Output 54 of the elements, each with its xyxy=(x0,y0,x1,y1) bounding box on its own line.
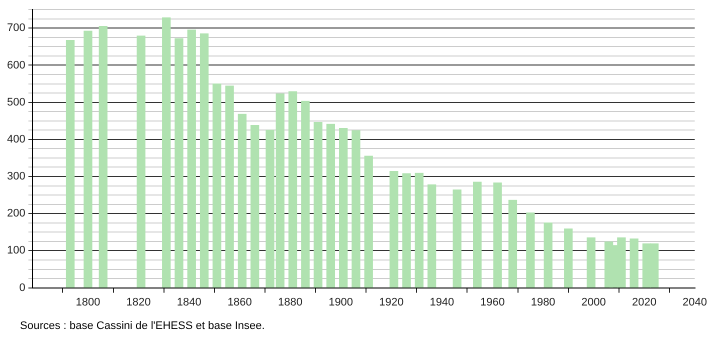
bar xyxy=(238,114,247,288)
bar xyxy=(508,200,518,288)
bar xyxy=(200,33,209,288)
bar xyxy=(414,172,424,288)
x-tick-label: 1880 xyxy=(278,296,302,308)
bar xyxy=(225,86,234,288)
bar xyxy=(174,38,184,288)
x-tick-label: 1820 xyxy=(126,296,151,308)
bar xyxy=(98,26,108,288)
bar xyxy=(66,40,75,288)
bar xyxy=(339,128,348,288)
bar xyxy=(390,170,398,288)
x-tick-label: 1960 xyxy=(480,296,505,308)
bar xyxy=(564,228,573,288)
bar xyxy=(364,156,373,288)
x-tick-label: 1860 xyxy=(227,296,252,308)
x-tick-label: 1920 xyxy=(379,296,404,308)
bar xyxy=(427,184,436,288)
bar xyxy=(473,182,482,288)
bar xyxy=(288,91,298,288)
bar xyxy=(586,237,596,288)
bar xyxy=(187,30,196,288)
x-tick-label: 2040 xyxy=(682,296,708,308)
bar xyxy=(162,17,171,288)
bar xyxy=(544,222,552,288)
x-tick-label: 1940 xyxy=(430,296,454,308)
y-tick-label: 700 xyxy=(6,22,26,34)
bar xyxy=(493,182,502,288)
y-tick-label: 0 xyxy=(19,282,26,294)
x-tick-label: 1800 xyxy=(76,296,100,308)
bar xyxy=(452,190,462,288)
x-tick-label: 1900 xyxy=(328,296,354,308)
y-tick-label: 200 xyxy=(6,208,26,220)
bar xyxy=(352,130,360,288)
source-note: Sources : base Cassini de l'EHESS et base Insee. xyxy=(20,320,265,332)
x-tick-label: 2000 xyxy=(581,296,606,308)
x-tick-label: 1980 xyxy=(530,296,556,308)
x-tick-label: 2020 xyxy=(632,296,656,308)
y-tick-label: 500 xyxy=(6,96,26,108)
y-tick-label: 100 xyxy=(6,244,26,257)
y-tick-label: 300 xyxy=(6,170,26,183)
bar xyxy=(301,100,310,288)
y-tick-label: 600 xyxy=(6,59,26,72)
x-tick-label: 1840 xyxy=(176,296,202,308)
bar xyxy=(526,212,535,288)
bar xyxy=(84,30,92,288)
y-tick-label: 400 xyxy=(6,133,26,146)
bar xyxy=(402,173,411,288)
bar xyxy=(136,36,146,288)
bar xyxy=(314,122,322,288)
bar xyxy=(250,125,260,288)
bar xyxy=(630,238,638,288)
bar xyxy=(212,83,222,288)
bar xyxy=(326,124,336,288)
